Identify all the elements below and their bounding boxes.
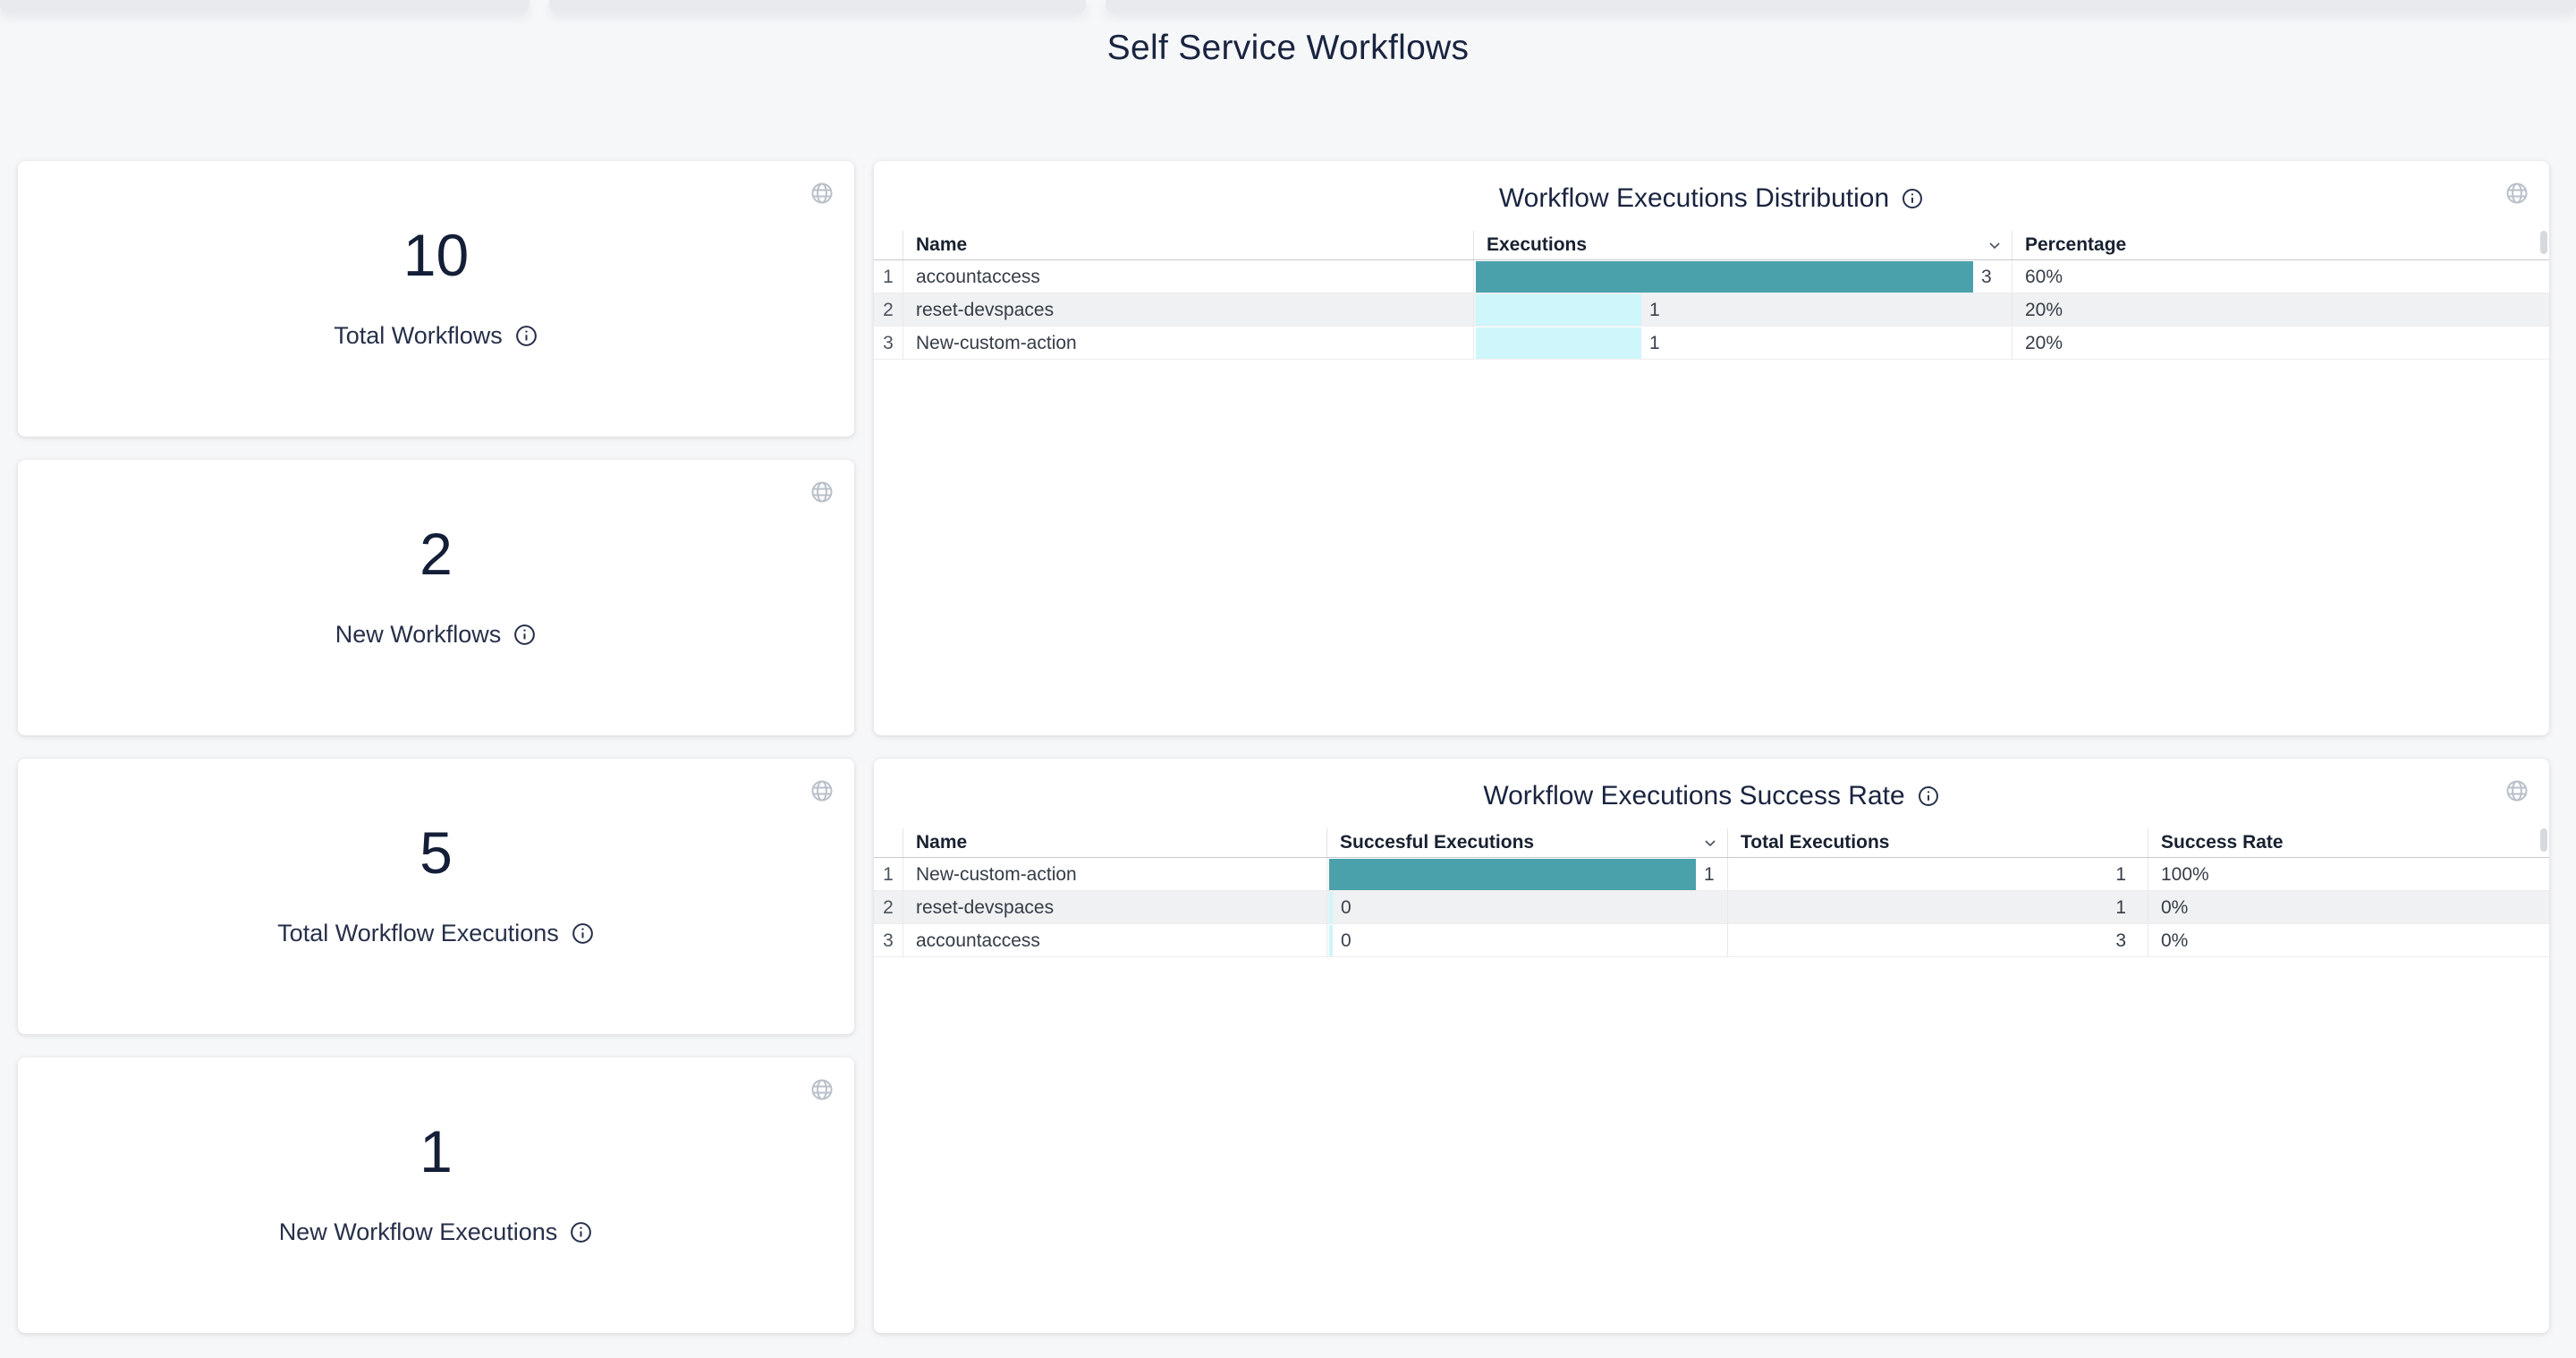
table-row: 2 reset-devspaces 0 1 0% xyxy=(874,891,2549,924)
globe-icon[interactable] xyxy=(809,181,835,206)
stat-card-total-workflow-executions: 5 Total Workflow Executions xyxy=(18,759,854,1034)
stat-value: 1 xyxy=(419,1117,453,1184)
page-title: Self Service Workflows xyxy=(1106,29,1470,67)
column-header-total-executions[interactable]: Total Executions xyxy=(1727,828,2148,857)
info-icon[interactable] xyxy=(513,623,537,647)
table-row: 1 New-custom-action 1 1 100% xyxy=(874,858,2549,891)
globe-icon[interactable] xyxy=(2504,181,2529,206)
stat-value: 5 xyxy=(419,819,453,886)
success-rate-table: Name Succesful Executions Total Executio… xyxy=(874,828,2549,957)
row-index: 1 xyxy=(883,863,894,885)
distribution-table-card: Workflow Executions Distribution Name Ex… xyxy=(874,161,2549,735)
name-cell: accountaccess xyxy=(902,924,1326,957)
column-header-successful-executions[interactable]: Succesful Executions xyxy=(1326,828,1727,857)
bar-primary xyxy=(1476,261,1973,293)
percentage-cell: 60% xyxy=(2012,260,2549,293)
stat-label: New Workflows xyxy=(335,620,502,648)
success-rate-cell: 0% xyxy=(2148,924,2549,957)
stat-label: Total Workflows xyxy=(334,321,503,349)
success-rate-cell: 100% xyxy=(2148,858,2549,891)
column-header-percentage[interactable]: Percentage xyxy=(2012,231,2549,259)
executions-bar-cell: 1 xyxy=(1473,293,2012,327)
globe-icon[interactable] xyxy=(809,778,835,803)
bar-secondary xyxy=(1329,892,1333,923)
info-icon[interactable] xyxy=(1917,785,1940,808)
table-scrollbar-thumb[interactable] xyxy=(2540,828,2547,852)
successful-executions-bar-cell: 0 xyxy=(1326,891,1727,924)
table-row: 3 New-custom-action 1 20% xyxy=(874,327,2549,360)
column-header-success-rate[interactable]: Success Rate xyxy=(2148,828,2549,857)
column-header-executions[interactable]: Executions xyxy=(1473,231,2012,259)
success-rate-table-title: Workflow Executions Success Rate xyxy=(1483,781,1905,811)
table-header-row: Name Succesful Executions Total Executio… xyxy=(874,828,2549,858)
stat-value: 10 xyxy=(402,221,470,288)
stat-label: Total Workflow Executions xyxy=(277,919,559,946)
info-icon[interactable] xyxy=(514,324,538,348)
bar-value-label: 3 xyxy=(1981,266,1992,287)
globe-icon[interactable] xyxy=(809,480,835,505)
name-cell: New-custom-action xyxy=(902,858,1326,891)
stat-card-new-workflows: 2 New Workflows xyxy=(18,460,854,735)
distribution-table-title: Workflow Executions Distribution xyxy=(1498,183,1890,213)
row-index: 3 xyxy=(883,929,894,951)
percentage-cell: 20% xyxy=(2012,293,2549,327)
bar-value-label: 0 xyxy=(1341,929,1352,951)
row-index-header xyxy=(874,231,902,259)
info-icon[interactable] xyxy=(571,921,595,946)
row-index: 1 xyxy=(883,266,894,287)
successful-executions-bar-cell: 1 xyxy=(1326,858,1727,891)
row-index: 2 xyxy=(883,896,894,918)
name-cell: accountaccess xyxy=(902,260,1473,293)
bar-primary xyxy=(1329,859,1696,890)
column-header-name[interactable]: Name xyxy=(902,828,1326,857)
distribution-table: Name Executions Percentage 1 accountacces… xyxy=(874,231,2549,360)
globe-icon[interactable] xyxy=(809,1077,835,1102)
top-edge-card-remnant xyxy=(0,0,530,12)
total-executions-cell: 1 xyxy=(1727,858,2148,891)
globe-icon[interactable] xyxy=(2504,778,2529,803)
table-body: 1 accountaccess 3 60% 2 reset-devspaces 1 20% 3 N… xyxy=(874,260,2549,360)
total-executions-cell: 1 xyxy=(1727,891,2148,924)
row-index: 2 xyxy=(883,299,894,320)
stat-value: 2 xyxy=(419,520,453,587)
stat-label: New Workflow Executions xyxy=(278,1218,558,1245)
bar-secondary xyxy=(1476,294,1641,326)
stat-card-new-workflow-executions: 1 New Workflow Executions xyxy=(18,1057,854,1333)
executions-bar-cell: 3 xyxy=(1473,260,2012,293)
bar-value-label: 1 xyxy=(1704,863,1715,885)
bar-value-label: 1 xyxy=(1649,299,1660,320)
top-edge-card-remnant xyxy=(549,0,1086,12)
percentage-cell: 20% xyxy=(2012,327,2549,360)
success-rate-table-card: Workflow Executions Success Rate Name Su… xyxy=(874,759,2549,1333)
info-icon[interactable] xyxy=(1901,187,1924,210)
success-rate-cell: 0% xyxy=(2148,891,2549,924)
name-cell: reset-devspaces xyxy=(902,293,1473,327)
stat-card-total-workflows: 10 Total Workflows xyxy=(18,161,854,437)
table-row: 1 accountaccess 3 60% xyxy=(874,260,2549,293)
bar-secondary xyxy=(1476,327,1641,359)
successful-executions-bar-cell: 0 xyxy=(1326,924,1727,957)
row-index: 3 xyxy=(883,332,894,353)
row-index-header xyxy=(874,828,902,857)
chevron-down-icon xyxy=(1985,235,2004,255)
name-cell: reset-devspaces xyxy=(902,891,1326,924)
bar-value-label: 1 xyxy=(1649,332,1660,353)
table-row: 2 reset-devspaces 1 20% xyxy=(874,293,2549,327)
chevron-down-icon xyxy=(1700,833,1720,853)
info-icon[interactable] xyxy=(569,1220,593,1244)
executions-bar-cell: 1 xyxy=(1473,327,2012,360)
table-header-row: Name Executions Percentage xyxy=(874,231,2549,260)
name-cell: New-custom-action xyxy=(902,327,1473,360)
dashboard-grid: 10 Total Workflows Workflow Executions D… xyxy=(18,161,2549,1333)
top-edge-card-remnant xyxy=(1106,0,2576,12)
table-body: 1 New-custom-action 1 1 100% 2 reset-devspaces… xyxy=(874,858,2549,957)
bar-secondary xyxy=(1329,925,1333,956)
bar-value-label: 0 xyxy=(1341,896,1352,918)
table-row: 3 accountaccess 0 3 0% xyxy=(874,924,2549,957)
column-header-name[interactable]: Name xyxy=(902,231,1473,259)
total-executions-cell: 3 xyxy=(1727,924,2148,957)
table-scrollbar-thumb[interactable] xyxy=(2540,231,2547,254)
